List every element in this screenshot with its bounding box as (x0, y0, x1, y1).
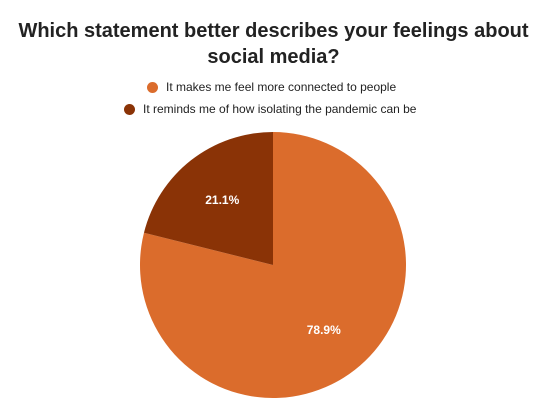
pie-slice-isolating (143, 132, 273, 265)
slice-label-isolating: 21.1% (205, 193, 239, 207)
legend-swatch-connected (147, 81, 158, 93)
chart-title-line-2: social media? (207, 46, 340, 68)
legend-label-connected: It makes me feel more connected to peopl… (166, 80, 397, 94)
legend-item-connected: It makes me feel more connected to peopl… (147, 80, 396, 94)
legend-item-isolating: It reminds me of how isolating the pande… (124, 102, 416, 116)
legend-swatch-isolating (124, 103, 135, 115)
legend-label-isolating: It reminds me of how isolating the pande… (143, 102, 417, 116)
chart-title-line-1: Which statement better describes your fe… (18, 20, 529, 42)
chart-title: Which statement better describes your fe… (0, 18, 547, 70)
slice-label-connected: 78.9% (307, 323, 341, 337)
